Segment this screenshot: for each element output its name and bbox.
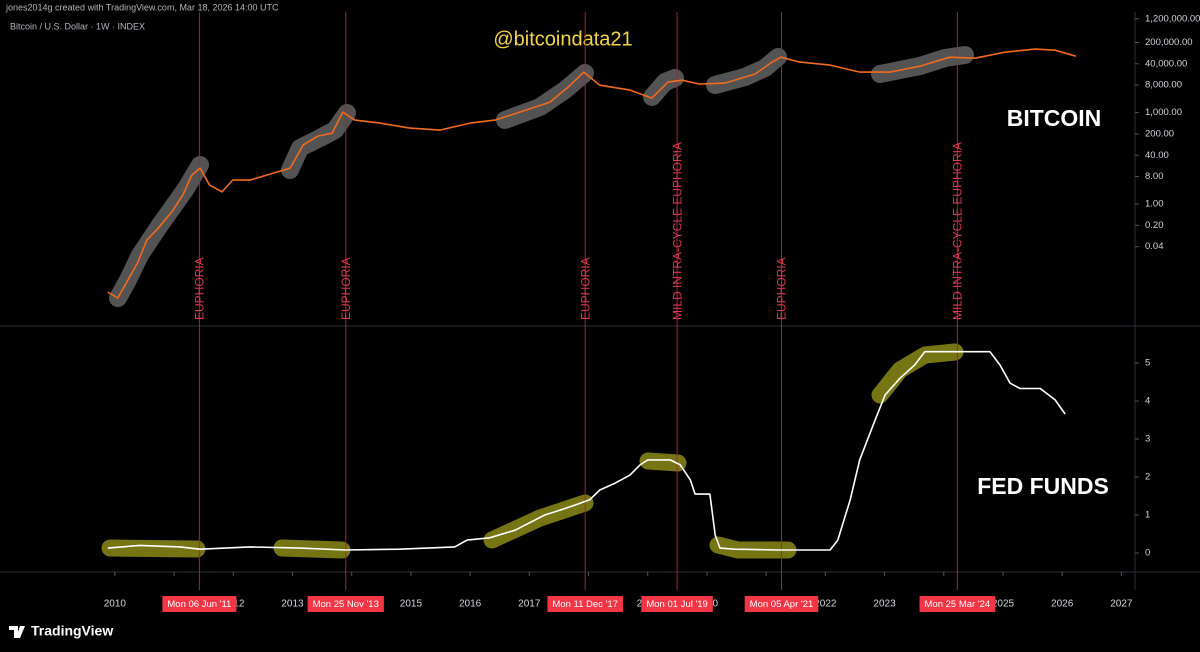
highlight [639, 452, 687, 472]
event-label: MILD INTRA-CYCLE EUPHORIA [670, 142, 684, 320]
event-tag-bg [919, 596, 996, 612]
event-label: EUPHORIA [193, 257, 207, 320]
event-tag-bg [307, 596, 384, 612]
event-tag: Mon 05 Apr '21 [744, 596, 819, 612]
x-tick-label: 2013 [281, 599, 304, 610]
event-tag-label: Mon 11 Dec '17 [552, 599, 618, 610]
y-tick-label: 1,000.00 [1145, 107, 1182, 118]
event-label: MILD INTRA-CYCLE EUPHORIA [951, 142, 965, 320]
event-tag-label: Mon 05 Apr '21 [750, 599, 814, 610]
event-tag-label: Mon 25 Nov '13 [313, 599, 379, 610]
highlight [643, 69, 684, 106]
y-tick-label: 40,000.00 [1145, 58, 1187, 69]
event-tag-label: Mon 06 Jun '11 [167, 599, 231, 610]
event-label: EUPHORIA [578, 257, 592, 320]
x-tick-label: 2017 [518, 599, 541, 610]
y-tick-label: 4 [1145, 396, 1150, 407]
event-tag-bg [641, 596, 713, 612]
event-tag: Mon 25 Nov '13 [307, 596, 384, 612]
logo-mark [9, 626, 25, 638]
event-tag: Mon 11 Dec '17 [547, 596, 623, 612]
x-tick-label: 2025 [992, 599, 1015, 610]
y-tick-label: 200,000.00 [1145, 37, 1193, 48]
x-tick-label: 2016 [459, 599, 482, 610]
event-tag-label: Mon 01 Jul '19 [646, 599, 708, 610]
pane-title: Bitcoin / U.S. Dollar · 1W · INDEX [10, 21, 145, 31]
y-tick-label: 0.20 [1145, 220, 1164, 231]
data-line [107, 350, 1066, 551]
event-tag-bg [162, 596, 237, 612]
event-tag-label: Mon 25 Mar '24 [925, 599, 991, 610]
event-tag-bg [547, 596, 623, 612]
y-tick-label: 8,000.00 [1145, 80, 1182, 91]
brand: TradingView [31, 623, 113, 639]
y-tick-label: 1,200,000.00 [1145, 13, 1200, 24]
brand-logo: TradingView [9, 623, 113, 639]
event-label: EUPHORIA [775, 257, 789, 320]
y-tick-label: 3 [1145, 434, 1150, 445]
annotation: FED FUNDS [977, 473, 1109, 499]
event-tag-bg [744, 596, 819, 612]
y-tick-label: 0.04 [1145, 241, 1164, 252]
y-tick-label: 5 [1145, 358, 1150, 369]
highlight [871, 343, 964, 404]
y-tick-label: 2 [1145, 472, 1150, 483]
y-tick-label: 8.00 [1145, 171, 1164, 182]
event-tag: Mon 06 Jun '11 [162, 596, 237, 612]
y-tick-label: 1 [1145, 510, 1150, 521]
event-tag: Mon 01 Jul '19 [641, 596, 713, 612]
highlight [101, 539, 206, 558]
y-tick-label: 200.00 [1145, 128, 1174, 139]
y-tick-label: 0 [1145, 548, 1150, 559]
watermark: @bitcoindata21 [493, 28, 632, 50]
x-tick-label: 2022 [814, 599, 837, 610]
y-tick-label: 40.00 [1145, 150, 1169, 161]
data-line [107, 48, 1077, 299]
header: jones2014g created with TradingView.com,… [5, 2, 279, 12]
annotation: BITCOIN [1007, 105, 1102, 131]
event-tag: Mon 25 Mar '24 [919, 596, 996, 612]
x-tick-label: 2023 [873, 599, 896, 610]
y-tick-label: 1.00 [1145, 199, 1164, 210]
x-tick-label: 2026 [1051, 599, 1074, 610]
x-tick-label: 2027 [1110, 599, 1133, 610]
x-tick-label: 2015 [400, 599, 423, 610]
x-tick-label: 2010 [104, 599, 127, 610]
event-label: EUPHORIA [339, 257, 353, 320]
